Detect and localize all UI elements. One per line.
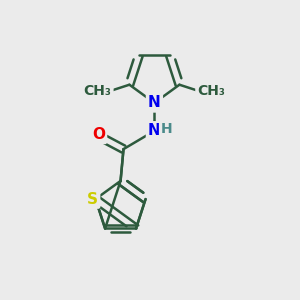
- Text: H: H: [161, 122, 172, 136]
- Text: CH₃: CH₃: [84, 83, 112, 98]
- Text: N: N: [148, 123, 161, 138]
- Text: S: S: [87, 192, 98, 207]
- Text: CH₃: CH₃: [197, 83, 225, 98]
- Text: O: O: [92, 127, 105, 142]
- Text: N: N: [148, 95, 161, 110]
